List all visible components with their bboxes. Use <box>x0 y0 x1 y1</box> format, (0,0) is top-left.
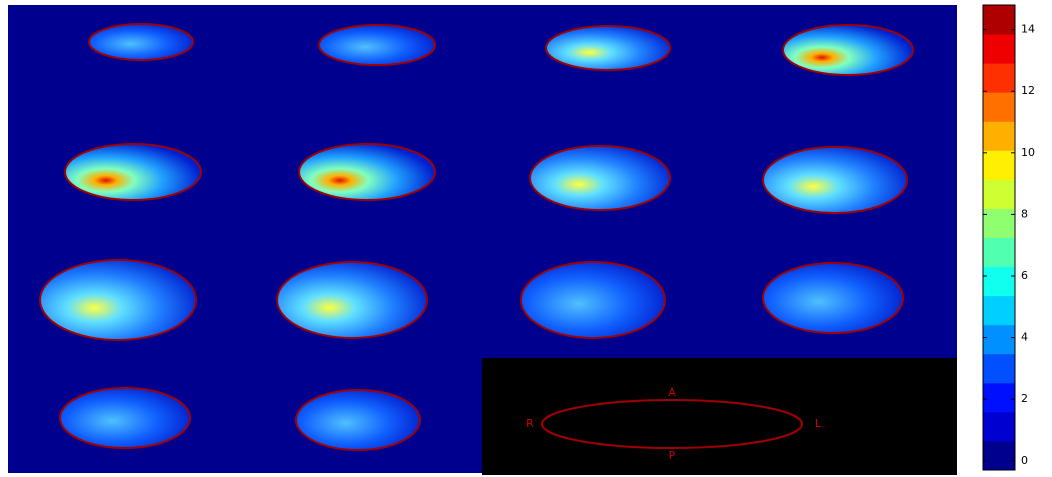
colorbar-segment <box>983 383 1015 413</box>
colorbar-segment <box>983 412 1015 442</box>
colorbar-segment <box>983 296 1015 326</box>
slice <box>319 25 435 65</box>
slice <box>521 262 665 338</box>
slice <box>530 146 670 210</box>
slice <box>89 24 193 60</box>
colorbar-segment <box>983 34 1015 64</box>
colorbar-segment <box>983 441 1015 471</box>
tick-label: 4 <box>1021 331 1028 344</box>
slice <box>299 144 435 200</box>
slice <box>65 144 201 200</box>
tick-label: 0 <box>1021 454 1028 467</box>
slice <box>763 147 907 213</box>
colorbar-segment <box>983 208 1015 238</box>
colorbar-segment <box>983 267 1015 297</box>
slice <box>546 26 670 70</box>
colorbar-segment <box>983 5 1015 35</box>
colorbar-segment <box>983 354 1015 384</box>
colorbar-segment <box>983 325 1015 355</box>
label-anterior: A <box>668 386 676 399</box>
colorbar-segment <box>983 238 1015 268</box>
slice <box>763 263 903 333</box>
slice <box>783 25 913 75</box>
tick-label: 2 <box>1021 392 1028 405</box>
slice <box>296 390 420 450</box>
tick-label: 12 <box>1021 84 1035 97</box>
tick-label: 14 <box>1021 23 1035 36</box>
colorbar-segment <box>983 121 1015 151</box>
slice <box>60 388 190 448</box>
tick-label: 8 <box>1021 207 1028 220</box>
slice <box>277 262 427 338</box>
tick-label: 10 <box>1021 146 1035 159</box>
tick-label: 6 <box>1021 269 1028 282</box>
colorbar-segment <box>983 150 1015 180</box>
colorbar-segment <box>983 92 1015 122</box>
orientation-panel <box>482 358 957 475</box>
label-left: L <box>815 417 822 430</box>
colorbar: 0 2 4 6 8 10 12 14 <box>983 5 1035 471</box>
slice <box>40 260 196 340</box>
colorbar-segment <box>983 179 1015 209</box>
colorbar-segment <box>983 63 1015 93</box>
label-right: R <box>526 417 534 430</box>
label-posterior: P <box>669 449 676 462</box>
figure: A P R L 0 2 4 6 8 10 12 14 <box>0 0 1052 477</box>
